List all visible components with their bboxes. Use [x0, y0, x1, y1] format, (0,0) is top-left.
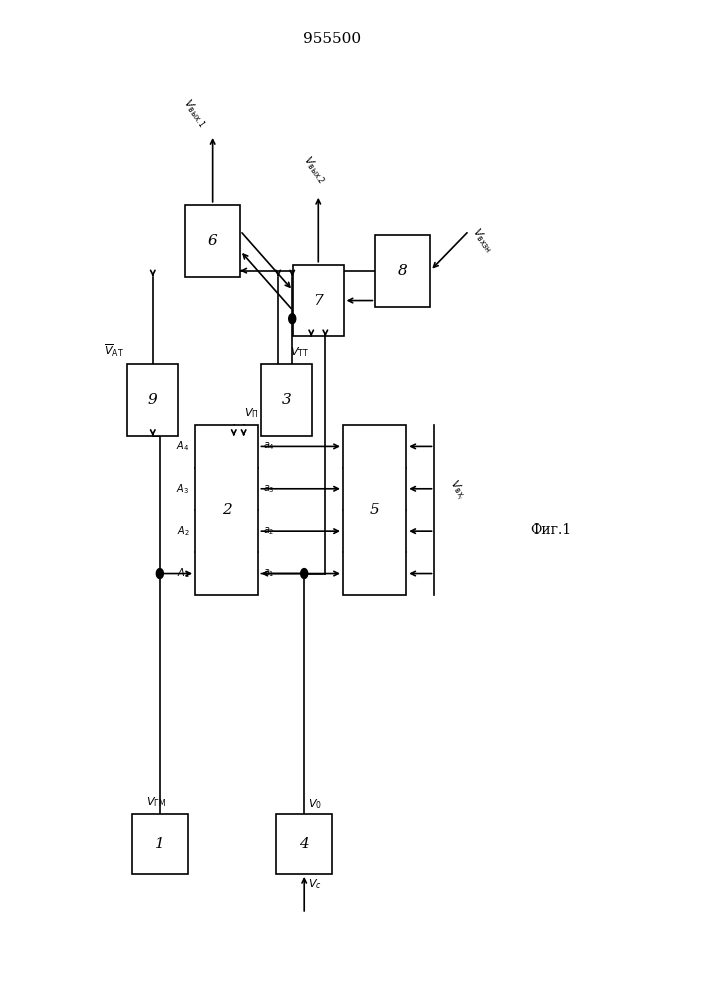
- Bar: [195, 425, 259, 595]
- Bar: [127, 364, 178, 436]
- Text: 9: 9: [148, 393, 158, 407]
- Text: $V_{\Pi}$: $V_{\Pi}$: [245, 406, 259, 420]
- Text: $V_{\text{вх}_i}$: $V_{\text{вх}_i}$: [445, 477, 469, 503]
- Text: 5: 5: [370, 503, 380, 517]
- Bar: [343, 425, 407, 595]
- Text: 6: 6: [208, 234, 218, 248]
- Text: $V_{\text{вых.1}}$: $V_{\text{вых.1}}$: [180, 96, 210, 130]
- Text: $a_2$: $a_2$: [263, 525, 274, 537]
- Bar: [132, 814, 188, 874]
- Text: $a_3$: $a_3$: [263, 483, 274, 495]
- Text: $a_1$: $a_1$: [263, 568, 274, 579]
- Text: $A_2$: $A_2$: [177, 524, 189, 538]
- Text: $\overline{V}_{\text{АТ}}$: $\overline{V}_{\text{АТ}}$: [104, 343, 124, 359]
- Text: 955500: 955500: [303, 32, 361, 46]
- Text: Фиг.1: Фиг.1: [530, 523, 571, 537]
- Text: $A_3$: $A_3$: [177, 482, 189, 496]
- Text: 2: 2: [222, 503, 232, 517]
- Text: $V_{\text{вхзн}}$: $V_{\text{вхзн}}$: [469, 226, 496, 256]
- Text: $V_{\text{вых.2}}$: $V_{\text{вых.2}}$: [300, 153, 329, 187]
- Bar: [293, 265, 344, 336]
- Circle shape: [156, 569, 163, 579]
- Text: $A_4$: $A_4$: [176, 439, 189, 453]
- Circle shape: [288, 314, 296, 324]
- Text: 3: 3: [281, 393, 291, 407]
- Text: $A_1$: $A_1$: [177, 567, 189, 580]
- Text: $V_0$: $V_0$: [308, 797, 322, 811]
- Circle shape: [300, 569, 308, 579]
- Text: $V_{\text{ТТ}}$: $V_{\text{ТТ}}$: [290, 346, 309, 359]
- Bar: [185, 205, 240, 277]
- Text: $a_4$: $a_4$: [263, 440, 274, 452]
- Text: 1: 1: [155, 837, 165, 851]
- Text: 7: 7: [313, 294, 323, 308]
- Bar: [276, 814, 332, 874]
- Text: $V_c$: $V_c$: [308, 877, 322, 891]
- Bar: [262, 364, 312, 436]
- Bar: [375, 235, 431, 307]
- Text: 8: 8: [398, 264, 408, 278]
- Text: 4: 4: [299, 837, 309, 851]
- Text: $V_{\text{ГМ}}$: $V_{\text{ГМ}}$: [146, 795, 166, 809]
